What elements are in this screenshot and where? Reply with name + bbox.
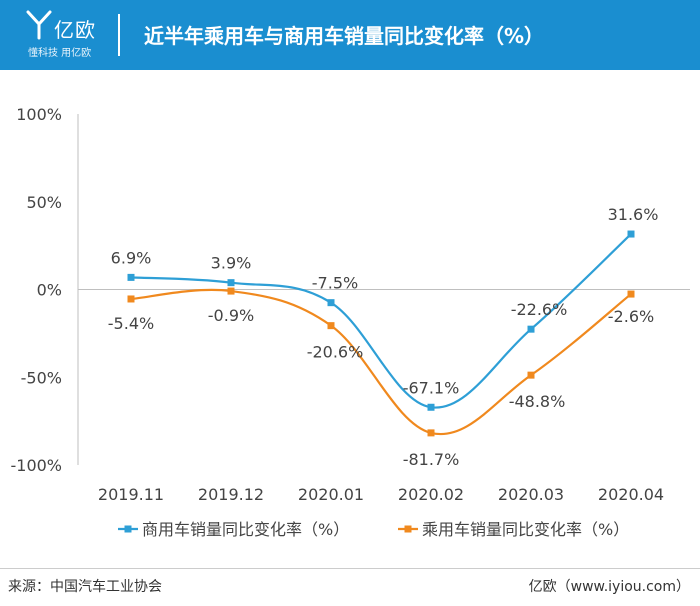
chart-marks	[127, 230, 635, 437]
data-label: -67.1%	[403, 378, 460, 397]
logo-slogan: 懂科技 用亿欧	[28, 48, 92, 59]
data-point	[627, 230, 635, 238]
data-point	[127, 295, 135, 303]
x-tick-label: 2020.03	[498, 485, 564, 504]
x-tick-label: 2020.02	[398, 485, 464, 504]
data-point	[527, 325, 535, 333]
header-banner: 亿欧 懂科技 用亿欧 近半年乘用车与商用车销量同比变化率（%）	[0, 0, 700, 70]
data-label: -48.8%	[509, 392, 566, 411]
data-point	[127, 273, 135, 281]
data-label: 3.9%	[211, 254, 252, 273]
data-label: 6.9%	[111, 248, 152, 267]
data-label: 31.6%	[608, 205, 659, 224]
page-title: 近半年乘用车与商用车销量同比变化率（%）	[144, 24, 545, 48]
source-note: 来源：中国汽车工业协会	[8, 579, 162, 595]
data-label: -5.4%	[108, 314, 154, 333]
legend-marker-1	[124, 525, 132, 533]
data-point	[227, 287, 235, 295]
y-tick-label: -100%	[10, 456, 62, 475]
data-point	[227, 279, 235, 287]
chart-axes: 100% 50% 0% -50% -100% 2019.11 2019.12 2020.01 2…	[10, 105, 690, 504]
x-tick-label: 2019.11	[98, 485, 164, 504]
credit-note: 亿欧（www.iyiou.com）	[528, 579, 690, 595]
legend-label-1: 商用车销量同比变化率（%）	[142, 520, 349, 539]
data-point	[527, 371, 535, 379]
data-point	[427, 403, 435, 411]
header-divider	[118, 14, 120, 56]
y-tick-label: -50%	[21, 368, 62, 387]
x-tick-label: 2020.01	[298, 485, 364, 504]
chart-lines	[130, 233, 632, 436]
series-line-1	[130, 233, 632, 409]
y-tick-label: 100%	[16, 105, 62, 124]
logo-name: 亿欧	[54, 18, 96, 42]
data-point	[427, 429, 435, 437]
series-line-2	[130, 288, 632, 436]
data-label: -20.6%	[307, 343, 364, 362]
x-tick-label: 2020.04	[598, 485, 664, 504]
chart-data-labels: 6.9% 3.9% -7.5% -67.1% -22.6% 31.6% -5.4% -0.9%…	[108, 205, 659, 469]
logo-y-icon	[26, 10, 52, 40]
data-point	[627, 290, 635, 298]
chart-legend: 商用车销量同比变化率（%） 乘用车销量同比变化率（%）	[118, 520, 629, 539]
logo: 亿欧 懂科技 用亿欧	[26, 10, 106, 60]
legend-marker-2	[404, 525, 412, 533]
data-label: -0.9%	[208, 306, 254, 325]
y-tick-label: 50%	[26, 193, 62, 212]
line-chart: 100% 50% 0% -50% -100% 2019.11 2019.12 2020.01 2…	[10, 105, 690, 539]
data-label: -22.6%	[511, 300, 568, 319]
data-label: -81.7%	[403, 450, 460, 469]
data-label: -7.5%	[312, 274, 358, 293]
x-tick-label: 2019.12	[198, 485, 264, 504]
footer-divider	[0, 568, 700, 569]
data-label: -2.6%	[608, 307, 654, 326]
y-tick-label: 0%	[37, 281, 62, 300]
data-point	[327, 322, 335, 330]
legend-label-2: 乘用车销量同比变化率（%）	[422, 520, 629, 539]
data-point	[327, 299, 335, 307]
